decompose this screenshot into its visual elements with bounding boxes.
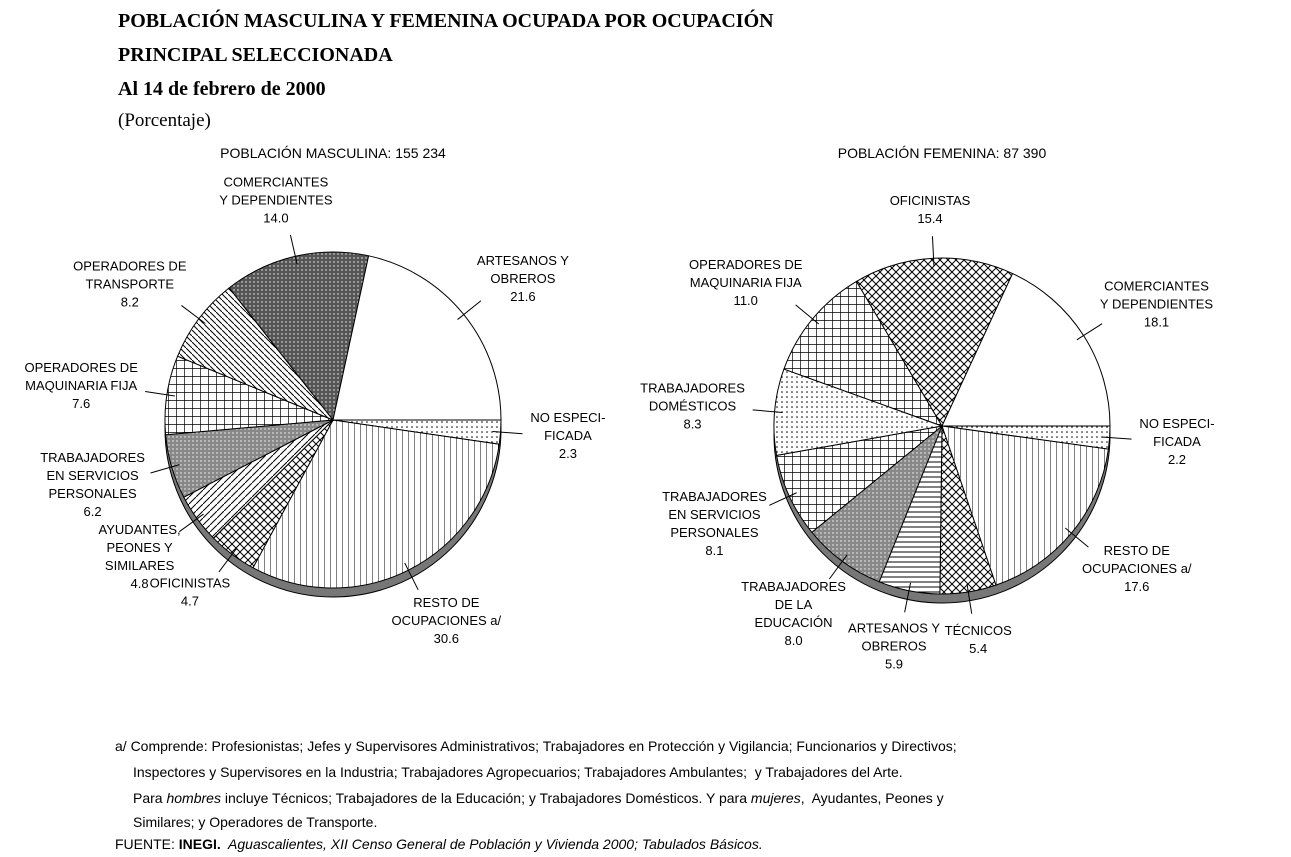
leader-line	[752, 409, 783, 413]
slice-label: TRABAJADORES DE LA EDUCACIÓN 8.0	[741, 578, 846, 650]
value-label: 8.3	[683, 416, 702, 432]
date: Al 14 de febrero de 2000	[118, 78, 326, 100]
slice-label: ARTESANOS Y OBREROS 21.6	[477, 252, 569, 306]
slice-label: COMERCIANTES Y DEPENDIENTES 14.0	[219, 174, 332, 228]
category-label: ARTESANOS Y OBREROS	[476, 252, 569, 286]
text: INEGI.	[178, 836, 221, 852]
category-label: OFICINISTAS	[149, 575, 231, 591]
slice-label: RESTO DE OCUPACIONES a/30.6	[392, 594, 502, 648]
slice-label: NO ESPECI- FICADA 2.3	[530, 409, 605, 463]
chart-title: POBLACIÓN MASCULINA: 155 234	[220, 145, 446, 161]
text: hombres	[166, 790, 221, 806]
text: mujeres	[750, 790, 801, 806]
leader-line	[931, 236, 935, 267]
leader-line	[218, 547, 238, 573]
leader-line	[178, 513, 204, 533]
footnote: Inspectores y Supervisores en la Industr…	[133, 764, 903, 780]
leader-line	[492, 431, 523, 435]
leader-line	[904, 582, 912, 613]
value-label: 8.1	[705, 542, 724, 558]
value-label: 17.6	[1124, 579, 1150, 595]
slice-label: OPERADORES DE MAQUINARIA FIJA 7.6	[24, 359, 137, 413]
category-label: COMERCIANTES Y DEPENDIENTES	[1099, 278, 1214, 312]
value-label: 2.2	[1167, 451, 1187, 467]
source: FUENTE: INEGI. Aguascalientes, XII Censo…	[115, 836, 763, 852]
footnote: Para hombres incluye Técnicos; Trabajado…	[133, 790, 944, 806]
text: , Ayudantes, Peones y	[800, 790, 944, 806]
category-label: OFICINISTAS	[889, 193, 971, 209]
leader-line	[1064, 527, 1089, 548]
category-label: TRABAJADORES EN SERVICIOS PERSONALES	[662, 488, 767, 540]
slice-label: OPERADORES DE TRANSPORTE 8.2	[73, 257, 186, 311]
category-label: AYUDANTES, PEONES Y SIMILARES	[98, 522, 181, 574]
slice-label: TRABAJADORES EN SERVICIOS PERSONALES 6.2	[40, 449, 145, 521]
slice-label: RESTO DE OCUPACIONES a/17.6	[1082, 542, 1192, 596]
category-label: TÉCNICOS	[944, 622, 1012, 638]
text: FUENTE:	[115, 836, 179, 852]
category-label: TRABAJADORES DE LA EDUCACIÓN	[741, 579, 846, 631]
value-label: 8.0	[784, 633, 803, 649]
title-line: POBLACIÓN MASCULINA Y FEMENINA OCUPADA P…	[118, 10, 774, 32]
value-label: 4.7	[180, 593, 199, 609]
value-label: 21.6	[510, 288, 536, 304]
text: incluye Técnicos; Trabajadores de la Edu…	[220, 790, 751, 806]
footnote: Similares; y Operadores de Transporte.	[133, 814, 378, 830]
leader-line	[289, 234, 298, 265]
chart-title: POBLACIÓN FEMENINA: 87 390	[837, 145, 1047, 161]
text: Aguascalientes, XII Censo General de Pob…	[220, 836, 763, 852]
footnote: a/ Comprende: Profesionistas; Jefes y Su…	[115, 738, 957, 754]
category-label: TRABAJADORES EN SERVICIOS PERSONALES	[40, 450, 145, 502]
category-label: OPERADORES DE MAQUINARIA FIJA	[689, 256, 803, 290]
slice-label: TRABAJADORES DOMÉSTICOS 8.3	[640, 380, 745, 434]
leader-line	[1076, 323, 1103, 341]
leader-line	[1101, 436, 1132, 440]
value-label: 4.8	[130, 576, 149, 592]
category-label: NO ESPECI- FICADA	[1139, 415, 1215, 449]
slice-label: TÉCNICOS 5.4	[945, 621, 1012, 657]
category-label: ARTESANOS Y OBREROS	[848, 620, 941, 654]
category-label: NO ESPECI- FICADA	[530, 410, 606, 444]
leader-line	[828, 554, 848, 580]
category-label: OPERADORES DE TRANSPORTE	[73, 258, 187, 292]
leader-line	[966, 583, 973, 614]
leader-line	[457, 300, 482, 320]
slice-label: ARTESANOS Y OBREROS 5.9	[848, 620, 940, 674]
category-label: OPERADORES DE MAQUINARIA FIJA	[24, 360, 138, 394]
slice-label: OFICINISTAS 4.7	[150, 575, 231, 611]
leader-line	[795, 304, 820, 325]
value-label: 2.3	[558, 446, 577, 462]
value-label: 14.0	[263, 210, 289, 226]
value-label: 8.2	[120, 294, 139, 310]
category-label: RESTO DE OCUPACIONES a/	[1081, 543, 1192, 577]
leader-line	[145, 390, 175, 397]
value-label: 30.6	[433, 631, 459, 647]
category-label: TRABAJADORES DOMÉSTICOS	[640, 380, 745, 414]
value-label: 6.2	[83, 504, 102, 520]
leader-line	[769, 492, 797, 506]
leader-line	[181, 305, 206, 324]
text: Para	[133, 790, 167, 806]
value-label: 5.4	[969, 640, 988, 656]
slice-label: OPERADORES DE MAQUINARIA FIJA 11.0	[689, 256, 802, 310]
unit: (Porcentaje)	[118, 110, 211, 131]
value-label: 15.4	[917, 211, 943, 227]
slice-label: TRABAJADORES EN SERVICIOS PERSONALES 8.1	[662, 488, 767, 560]
value-label: 5.9	[884, 656, 904, 672]
slice-label: NO ESPECI- FICADA 2.2	[1139, 415, 1214, 469]
slice-label: OFICINISTAS 15.4	[890, 192, 971, 228]
value-label: 7.6	[72, 396, 91, 412]
category-label: RESTO DE OCUPACIONES a/	[391, 595, 502, 629]
title-line: PRINCIPAL SELECCIONADA	[118, 44, 393, 66]
leader-line	[150, 464, 180, 474]
category-label: COMERCIANTES Y DEPENDIENTES	[219, 174, 333, 208]
slice-label: AYUDANTES, PEONES Y SIMILARES 4.8	[99, 522, 181, 594]
value-label: 18.1	[1143, 314, 1170, 330]
leader-line	[404, 562, 419, 591]
slice-label: COMERCIANTES Y DEPENDIENTES 18.1	[1100, 278, 1213, 332]
value-label: 11.0	[733, 292, 758, 308]
